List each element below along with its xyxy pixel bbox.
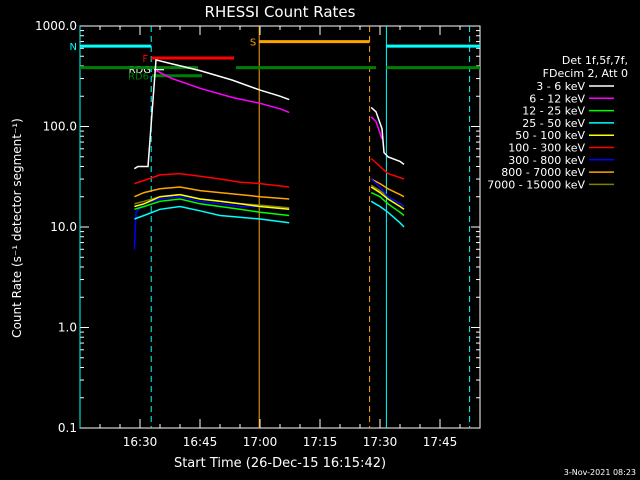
series-line — [134, 205, 290, 224]
legend-label: 7000 - 15000 keV — [487, 178, 585, 191]
series-line — [370, 116, 383, 140]
series-line — [370, 178, 405, 208]
x-tick-label: 17:00 — [243, 435, 278, 449]
x-tick-label: 17:45 — [423, 435, 458, 449]
x-axis-label: Start Time (26-Dec-15 16:15:42) — [174, 456, 386, 471]
x-tick-label: 17:30 — [363, 435, 398, 449]
series-line — [370, 200, 405, 228]
chart-title: RHESSI Count Rates — [205, 3, 356, 21]
annotation-label: RDG — [129, 65, 151, 76]
legend-label: 6 - 12 keV — [529, 92, 585, 105]
series-line — [370, 191, 405, 217]
legend-label: 800 - 7000 keV — [501, 166, 585, 179]
series-line — [134, 193, 290, 211]
series-line — [134, 58, 290, 170]
legend-label: 3 - 6 keV — [536, 80, 585, 93]
annotation-label: RD6 — [128, 72, 149, 83]
annotation-label: S — [250, 38, 256, 49]
series-line — [134, 186, 290, 200]
legend-label: 25 - 50 keV — [522, 117, 585, 130]
legend-label: 50 - 100 keV — [515, 129, 585, 142]
legend-label: 300 - 800 keV — [508, 154, 585, 167]
footer-timestamp: 3-Nov-2021 08:23 — [564, 468, 636, 477]
legend-header-1: Det 1f,5f,7f, — [562, 54, 628, 67]
annotation-label: N — [70, 42, 77, 53]
y-tick-label: 10.0 — [50, 220, 77, 234]
y-tick-label: 0.1 — [58, 421, 77, 435]
x-tick-label: 17:15 — [303, 435, 338, 449]
series-line — [370, 186, 405, 210]
x-tick-label: 16:30 — [123, 435, 158, 449]
series-line — [370, 157, 405, 180]
series-line — [155, 69, 290, 114]
series-line — [134, 172, 290, 188]
series-line — [134, 198, 290, 217]
x-tick-label: 16:45 — [183, 435, 218, 449]
series-line — [370, 178, 405, 198]
legend-label: 12 - 25 keV — [522, 105, 585, 118]
y-tick-label: 100.0 — [43, 120, 77, 134]
y-axis-label: Count Rate (s⁻¹ detector segment⁻¹) — [10, 118, 24, 338]
legend-label: 100 - 300 keV — [508, 142, 585, 155]
series-line — [370, 106, 405, 165]
y-tick-label: 1.0 — [58, 321, 77, 335]
annotation-label: F — [142, 54, 148, 65]
legend-header-2: FDecim 2, Att 0 — [543, 67, 628, 80]
y-tick-label: 1000.0 — [35, 19, 77, 33]
